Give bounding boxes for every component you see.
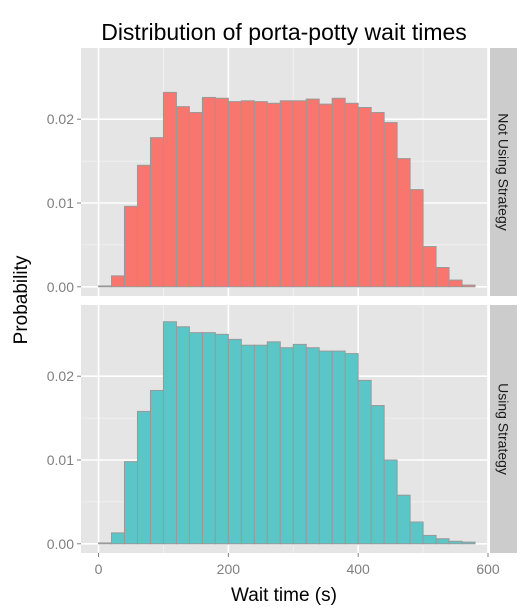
histogram-bar xyxy=(331,97,346,288)
histogram-bar xyxy=(448,540,463,545)
histogram-bar xyxy=(98,285,113,288)
x-tick-label: 0 xyxy=(95,561,103,577)
facet-strip xyxy=(490,305,517,553)
x-tick-label: 400 xyxy=(346,561,370,577)
facet-strip xyxy=(490,48,517,296)
histogram-bar xyxy=(279,100,294,288)
y-tick-label: 0.02 xyxy=(47,368,74,384)
histogram-bar xyxy=(318,103,333,288)
x-tick-label: 600 xyxy=(476,561,500,577)
histogram-bar xyxy=(344,102,359,288)
histogram-bar xyxy=(266,341,281,545)
histogram-bar xyxy=(149,389,164,545)
histogram-bar xyxy=(162,91,177,288)
histogram-bar xyxy=(188,112,203,288)
y-tick-label: 0.01 xyxy=(47,195,74,211)
histogram-bar xyxy=(422,246,437,288)
histogram-bar xyxy=(318,350,333,545)
histogram-bar xyxy=(201,332,216,545)
histogram-bar xyxy=(331,350,346,545)
histogram-bar xyxy=(111,532,125,545)
histogram-bar xyxy=(357,379,372,545)
histogram-bar xyxy=(266,102,281,288)
histogram-bar xyxy=(188,332,203,545)
y-tick-label: 0.00 xyxy=(47,536,74,552)
histogram-bar xyxy=(383,459,398,545)
histogram-bar xyxy=(344,353,359,545)
histogram-bar xyxy=(111,275,125,288)
histogram-bar xyxy=(175,326,190,545)
histogram-bar xyxy=(461,284,476,288)
histogram-bar xyxy=(136,164,151,288)
histogram-bar xyxy=(305,98,320,288)
histogram-bar xyxy=(370,405,385,545)
histogram-bar xyxy=(422,534,437,545)
x-tick-label: 200 xyxy=(217,561,241,577)
histogram-bar xyxy=(123,461,138,545)
y-tick-label: 0.02 xyxy=(47,111,74,127)
histogram-bar xyxy=(149,137,164,288)
histogram-bar xyxy=(175,106,190,288)
histogram-bar xyxy=(227,101,242,288)
facet-panels: 0.000.010.02 Not Using Strategy0.000.010.… xyxy=(47,48,517,553)
histogram-bar xyxy=(136,410,151,545)
histogram-bar xyxy=(98,542,113,545)
histogram-bar xyxy=(396,494,411,545)
histogram-bar xyxy=(201,96,216,288)
histogram-bar xyxy=(162,321,177,545)
histogram-bar xyxy=(305,347,320,545)
histogram-bar xyxy=(227,338,242,545)
histogram-bar xyxy=(240,344,255,545)
chart-title: Distribution of porta-potty wait times xyxy=(101,19,467,45)
histogram-bar xyxy=(253,101,268,288)
histogram-bar xyxy=(461,541,476,545)
x-axis-ticks: 0 200 400 600 xyxy=(95,553,500,577)
histogram-bar xyxy=(370,112,385,288)
histogram-bar xyxy=(409,521,424,545)
histogram-bar xyxy=(435,267,450,288)
histogram-bar xyxy=(357,106,372,288)
facet-panel: 0.00 0.01 0.02 Not Using Strategy xyxy=(47,48,517,296)
histogram-bar xyxy=(240,100,255,288)
histogram-bar xyxy=(214,97,229,288)
facet-strip-label: Not Using Strategy xyxy=(496,113,512,231)
y-axis-label: Probability xyxy=(11,255,32,344)
histogram-bar xyxy=(435,538,450,545)
y-tick-label: 0.00 xyxy=(47,279,74,295)
facet-panel: 0.00 0.01 0.02 Using Strategy xyxy=(47,305,517,553)
x-axis-label: Wait time (s) xyxy=(231,585,337,606)
y-tick-label: 0.01 xyxy=(47,452,74,468)
histogram-bar xyxy=(396,158,411,288)
facet-strip-label: Using Strategy xyxy=(496,383,512,475)
histogram-bar xyxy=(123,205,138,288)
histogram-bar xyxy=(253,344,268,545)
histogram-bar xyxy=(279,347,294,545)
histogram-bar xyxy=(292,343,307,545)
histogram-bar xyxy=(292,100,307,288)
histogram-bar xyxy=(214,333,229,545)
histogram-bar xyxy=(448,279,463,288)
histogram-bar xyxy=(383,122,398,288)
histogram-bar xyxy=(409,189,424,288)
